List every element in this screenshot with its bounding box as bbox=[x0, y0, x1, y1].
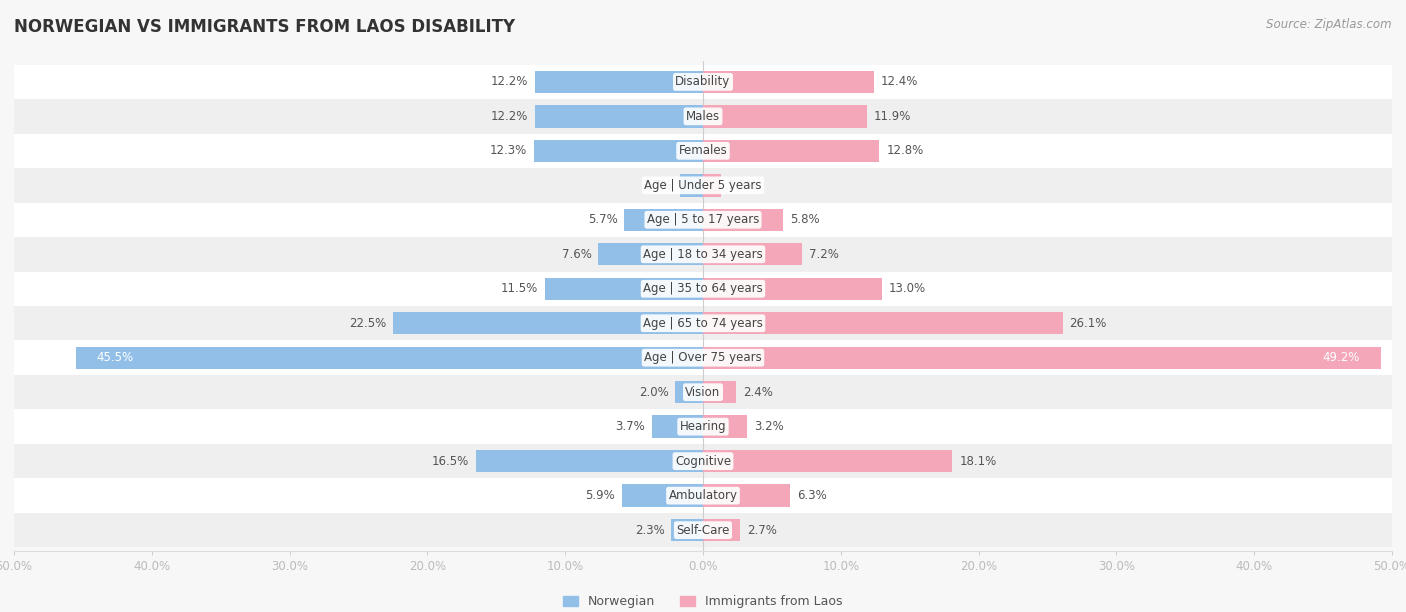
Text: 12.3%: 12.3% bbox=[489, 144, 527, 157]
Text: Females: Females bbox=[679, 144, 727, 157]
Text: 16.5%: 16.5% bbox=[432, 455, 468, 468]
Bar bbox=[534, 70, 703, 93]
Bar bbox=[14, 168, 1392, 203]
Text: 1.7%: 1.7% bbox=[643, 179, 672, 192]
Text: 22.5%: 22.5% bbox=[349, 317, 387, 330]
Bar bbox=[703, 381, 737, 403]
Bar bbox=[14, 272, 1392, 306]
Bar bbox=[14, 306, 1392, 340]
Bar bbox=[14, 65, 1392, 99]
Text: Self-Care: Self-Care bbox=[676, 524, 730, 537]
Text: 12.2%: 12.2% bbox=[491, 75, 529, 88]
Bar bbox=[675, 381, 703, 403]
Text: Disability: Disability bbox=[675, 75, 731, 88]
Bar bbox=[671, 519, 703, 542]
Text: Age | 65 to 74 years: Age | 65 to 74 years bbox=[643, 317, 763, 330]
Text: 12.2%: 12.2% bbox=[491, 110, 529, 123]
Text: 12.4%: 12.4% bbox=[880, 75, 918, 88]
Text: 18.1%: 18.1% bbox=[959, 455, 997, 468]
Text: 5.7%: 5.7% bbox=[588, 214, 617, 226]
Bar bbox=[703, 278, 882, 300]
Text: 11.9%: 11.9% bbox=[875, 110, 911, 123]
Legend: Norwegian, Immigrants from Laos: Norwegian, Immigrants from Laos bbox=[558, 590, 848, 612]
Text: Vision: Vision bbox=[685, 386, 721, 398]
Text: NORWEGIAN VS IMMIGRANTS FROM LAOS DISABILITY: NORWEGIAN VS IMMIGRANTS FROM LAOS DISABI… bbox=[14, 18, 515, 36]
Text: 26.1%: 26.1% bbox=[1070, 317, 1107, 330]
Text: Hearing: Hearing bbox=[679, 420, 727, 433]
Text: 7.6%: 7.6% bbox=[561, 248, 592, 261]
Text: Age | 18 to 34 years: Age | 18 to 34 years bbox=[643, 248, 763, 261]
Bar bbox=[703, 519, 740, 542]
Bar bbox=[14, 409, 1392, 444]
Text: 5.9%: 5.9% bbox=[585, 489, 614, 502]
Bar bbox=[703, 416, 747, 438]
Bar bbox=[599, 243, 703, 266]
Text: Age | 5 to 17 years: Age | 5 to 17 years bbox=[647, 214, 759, 226]
Bar bbox=[14, 133, 1392, 168]
Bar bbox=[14, 340, 1392, 375]
Bar bbox=[14, 237, 1392, 272]
Text: 2.4%: 2.4% bbox=[742, 386, 773, 398]
Text: 2.0%: 2.0% bbox=[638, 386, 669, 398]
Text: Age | Over 75 years: Age | Over 75 years bbox=[644, 351, 762, 364]
Bar bbox=[679, 174, 703, 196]
Bar bbox=[703, 312, 1063, 334]
Bar bbox=[703, 140, 879, 162]
Text: Age | Under 5 years: Age | Under 5 years bbox=[644, 179, 762, 192]
Bar bbox=[392, 312, 703, 334]
Text: 1.3%: 1.3% bbox=[728, 179, 758, 192]
Bar bbox=[533, 140, 703, 162]
Bar bbox=[14, 513, 1392, 547]
Text: 12.8%: 12.8% bbox=[886, 144, 924, 157]
Text: 49.2%: 49.2% bbox=[1323, 351, 1360, 364]
Bar bbox=[14, 375, 1392, 409]
Bar bbox=[534, 105, 703, 127]
Bar bbox=[14, 479, 1392, 513]
Text: Ambulatory: Ambulatory bbox=[668, 489, 738, 502]
Text: 3.7%: 3.7% bbox=[616, 420, 645, 433]
Bar bbox=[14, 444, 1392, 479]
Bar bbox=[14, 203, 1392, 237]
Bar bbox=[703, 485, 790, 507]
Bar bbox=[703, 450, 952, 472]
Text: 2.7%: 2.7% bbox=[747, 524, 778, 537]
Bar bbox=[76, 346, 703, 369]
Bar bbox=[621, 485, 703, 507]
Bar bbox=[652, 416, 703, 438]
Bar bbox=[14, 99, 1392, 133]
Text: 7.2%: 7.2% bbox=[808, 248, 839, 261]
Text: Source: ZipAtlas.com: Source: ZipAtlas.com bbox=[1267, 18, 1392, 31]
Text: 3.2%: 3.2% bbox=[754, 420, 783, 433]
Bar bbox=[703, 209, 783, 231]
Bar bbox=[475, 450, 703, 472]
Text: Males: Males bbox=[686, 110, 720, 123]
Bar bbox=[703, 346, 1381, 369]
Text: Age | 35 to 64 years: Age | 35 to 64 years bbox=[643, 282, 763, 295]
Text: 6.3%: 6.3% bbox=[797, 489, 827, 502]
Bar bbox=[703, 70, 875, 93]
Text: 5.8%: 5.8% bbox=[790, 214, 820, 226]
Text: 45.5%: 45.5% bbox=[97, 351, 134, 364]
Text: 13.0%: 13.0% bbox=[889, 282, 927, 295]
Bar bbox=[624, 209, 703, 231]
Text: 2.3%: 2.3% bbox=[634, 524, 665, 537]
Text: 11.5%: 11.5% bbox=[501, 282, 537, 295]
Bar bbox=[703, 243, 803, 266]
Bar bbox=[544, 278, 703, 300]
Bar bbox=[703, 174, 721, 196]
Text: Cognitive: Cognitive bbox=[675, 455, 731, 468]
Bar bbox=[703, 105, 868, 127]
